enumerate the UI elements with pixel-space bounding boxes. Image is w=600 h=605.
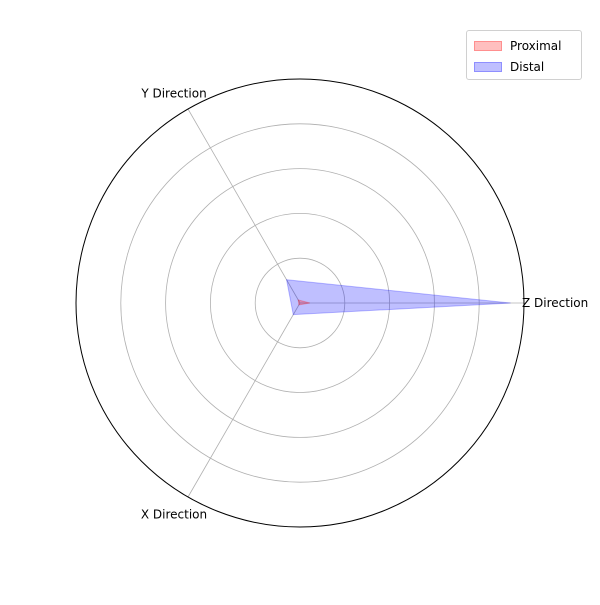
legend-swatch-proximal [474, 41, 502, 51]
axis-label-z-direction: Z Direction [522, 296, 588, 310]
series-polygon-proximal [297, 299, 310, 306]
legend-item-proximal: Proximal [474, 38, 561, 54]
spoke-x-direction [187, 302, 301, 498]
legend-label-distal: Distal [510, 60, 545, 74]
legend-label-proximal: Proximal [510, 39, 562, 53]
axis-label-x-direction: X Direction [141, 507, 207, 521]
axis-label-y-direction: Y Direction [140, 87, 206, 101]
outer-frame [75, 78, 525, 528]
grid-layer [75, 78, 525, 528]
label-layer: X Direction Y Direction Z Direction [140, 87, 588, 522]
series-layer [285, 279, 511, 316]
series-polygon-distal [285, 279, 511, 316]
legend-item-distal: Distal [474, 59, 544, 75]
legend-swatch-distal [474, 62, 502, 72]
spoke-y-direction [187, 108, 301, 304]
legend: Proximal Distal [466, 30, 582, 80]
